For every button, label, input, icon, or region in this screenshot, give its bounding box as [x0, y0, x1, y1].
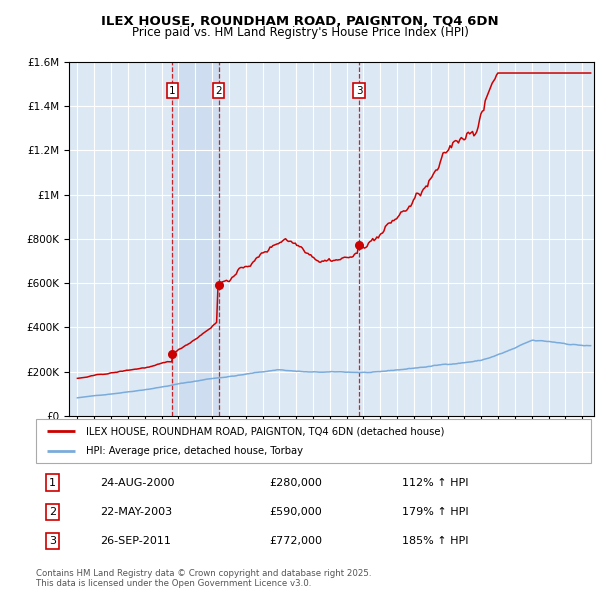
Text: Contains HM Land Registry data © Crown copyright and database right 2025.: Contains HM Land Registry data © Crown c…	[36, 569, 371, 578]
Text: ILEX HOUSE, ROUNDHAM ROAD, PAIGNTON, TQ4 6DN (detached house): ILEX HOUSE, ROUNDHAM ROAD, PAIGNTON, TQ4…	[86, 427, 445, 436]
Text: 179% ↑ HPI: 179% ↑ HPI	[403, 507, 469, 517]
Text: £772,000: £772,000	[269, 536, 322, 546]
Text: £590,000: £590,000	[269, 507, 322, 517]
Bar	[172, 62, 218, 416]
Text: 1: 1	[49, 477, 56, 487]
Text: 185% ↑ HPI: 185% ↑ HPI	[403, 536, 469, 546]
Text: 3: 3	[49, 536, 56, 546]
Text: 112% ↑ HPI: 112% ↑ HPI	[403, 477, 469, 487]
Text: Price paid vs. HM Land Registry's House Price Index (HPI): Price paid vs. HM Land Registry's House …	[131, 26, 469, 39]
Text: 3: 3	[356, 86, 362, 96]
Text: £280,000: £280,000	[269, 477, 322, 487]
Text: 1: 1	[169, 86, 176, 96]
Text: 24-AUG-2000: 24-AUG-2000	[100, 477, 175, 487]
Text: 26-SEP-2011: 26-SEP-2011	[100, 536, 171, 546]
Text: This data is licensed under the Open Government Licence v3.0.: This data is licensed under the Open Gov…	[36, 579, 311, 588]
Text: 22-MAY-2003: 22-MAY-2003	[100, 507, 172, 517]
FancyBboxPatch shape	[36, 419, 591, 463]
Text: 2: 2	[215, 86, 222, 96]
Text: HPI: Average price, detached house, Torbay: HPI: Average price, detached house, Torb…	[86, 446, 303, 455]
Text: ILEX HOUSE, ROUNDHAM ROAD, PAIGNTON, TQ4 6DN: ILEX HOUSE, ROUNDHAM ROAD, PAIGNTON, TQ4…	[101, 15, 499, 28]
Text: 2: 2	[49, 507, 56, 517]
